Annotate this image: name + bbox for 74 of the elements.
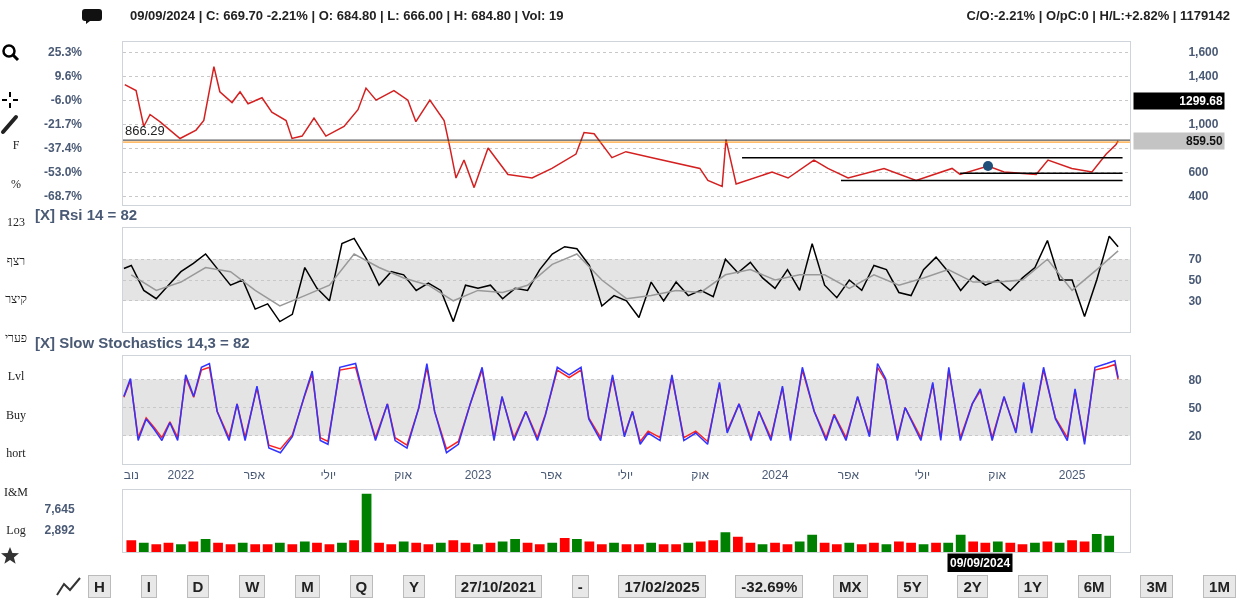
y-tick-label: 1,600	[1188, 45, 1219, 60]
text: Buy	[5, 407, 26, 423]
text: 3M	[1140, 574, 1174, 598]
y-tick-label: 30	[1188, 294, 1203, 308]
x-tick-label: יולי	[320, 468, 337, 483]
y2-tick-label: 9.6%	[54, 69, 83, 84]
text: 17/02/2025	[618, 574, 706, 598]
text: Lvl	[7, 369, 25, 384]
y-tick-label: 50	[1188, 400, 1203, 415]
text: -32.69%	[735, 574, 804, 598]
y-tick-label: 2,892	[44, 523, 75, 538]
x-tick-label: 2022	[167, 468, 195, 483]
text: %	[11, 176, 21, 192]
ref-line-label: 866.29	[125, 123, 165, 138]
text: Log	[6, 523, 26, 538]
y-tick-label: 20	[1188, 429, 1203, 444]
text: 1M	[1203, 574, 1236, 598]
text: M	[295, 574, 320, 598]
text: 5Y	[897, 574, 928, 598]
line-series	[123, 235, 1119, 323]
y2-tick-label: -21.7%	[43, 117, 83, 132]
x-tick-label: 2023	[464, 468, 492, 483]
x-tick-label: 2025	[1058, 468, 1086, 483]
text: D	[186, 574, 210, 598]
text: -	[571, 574, 589, 598]
text: 09/09/2024 | C: 669.70 -2.21% | O: 684.80 | L: 666.00 | H: 684.80 | Vol: 19	[130, 7, 564, 23]
text: W	[239, 574, 266, 598]
y2-tick-label: -37.4%	[43, 141, 83, 156]
x-tick-label: נוב	[123, 468, 139, 483]
x-tick-label: יולי	[617, 468, 634, 483]
y-tick-label: 600	[1188, 165, 1209, 180]
x-tick-label: אפר	[243, 468, 266, 483]
text: 1Y	[1017, 574, 1048, 598]
x-tick-label: אוק	[988, 468, 1007, 483]
x-tick-label: 2024	[761, 468, 789, 483]
x-tick-label: יולי	[914, 468, 931, 483]
y-tick-label: 7,645	[44, 501, 75, 516]
line-series	[124, 65, 1119, 189]
text: I&M	[4, 484, 28, 500]
y-tick-label: 50	[1188, 273, 1203, 288]
x-tick-label: אוק	[394, 468, 413, 483]
text: 1299.68	[1179, 94, 1223, 108]
y-tick-label: 80	[1188, 372, 1203, 387]
text: H	[88, 574, 111, 598]
y-tick-label: 400	[1188, 189, 1209, 204]
x-tick-label: אפר	[837, 468, 860, 483]
text: 859.50	[1185, 134, 1223, 148]
text: I	[140, 574, 157, 598]
y-tick-label: 1,400	[1188, 69, 1219, 84]
x-tick-label: אפר	[540, 468, 563, 483]
chart-title: [X] Slow Stochastics 14,3 = 82	[35, 333, 250, 351]
text: Y	[402, 574, 425, 598]
annotation: 09/09/2024	[950, 556, 1011, 570]
line-series	[130, 250, 1119, 307]
chart-title: [X] Rsi 14 = 82	[35, 205, 138, 223]
y2-tick-label: -6.0%	[50, 93, 83, 108]
y-tick-label: 70	[1188, 252, 1203, 267]
text: 6M	[1077, 574, 1111, 598]
y2-tick-label: -53.0%	[43, 165, 83, 180]
y-tick-label: 1,000	[1188, 117, 1219, 132]
text: 2Y	[957, 574, 988, 598]
text: MX	[833, 574, 868, 598]
text: hort	[6, 446, 26, 461]
text: C/O:-2.21% | O/pC:0 | H/L:+2.82% | 1179142	[966, 7, 1230, 23]
text: 27/10/2021	[454, 574, 542, 598]
text: F	[12, 138, 20, 153]
text: 123	[7, 215, 25, 230]
y2-tick-label: -68.7%	[43, 189, 83, 204]
x-tick-label: אוק	[691, 468, 710, 483]
text: קיצר	[5, 292, 27, 307]
text: רצף	[6, 253, 26, 269]
text: פערי	[4, 330, 28, 346]
y2-tick-label: 25.3%	[47, 45, 83, 60]
text: Q	[349, 574, 374, 598]
